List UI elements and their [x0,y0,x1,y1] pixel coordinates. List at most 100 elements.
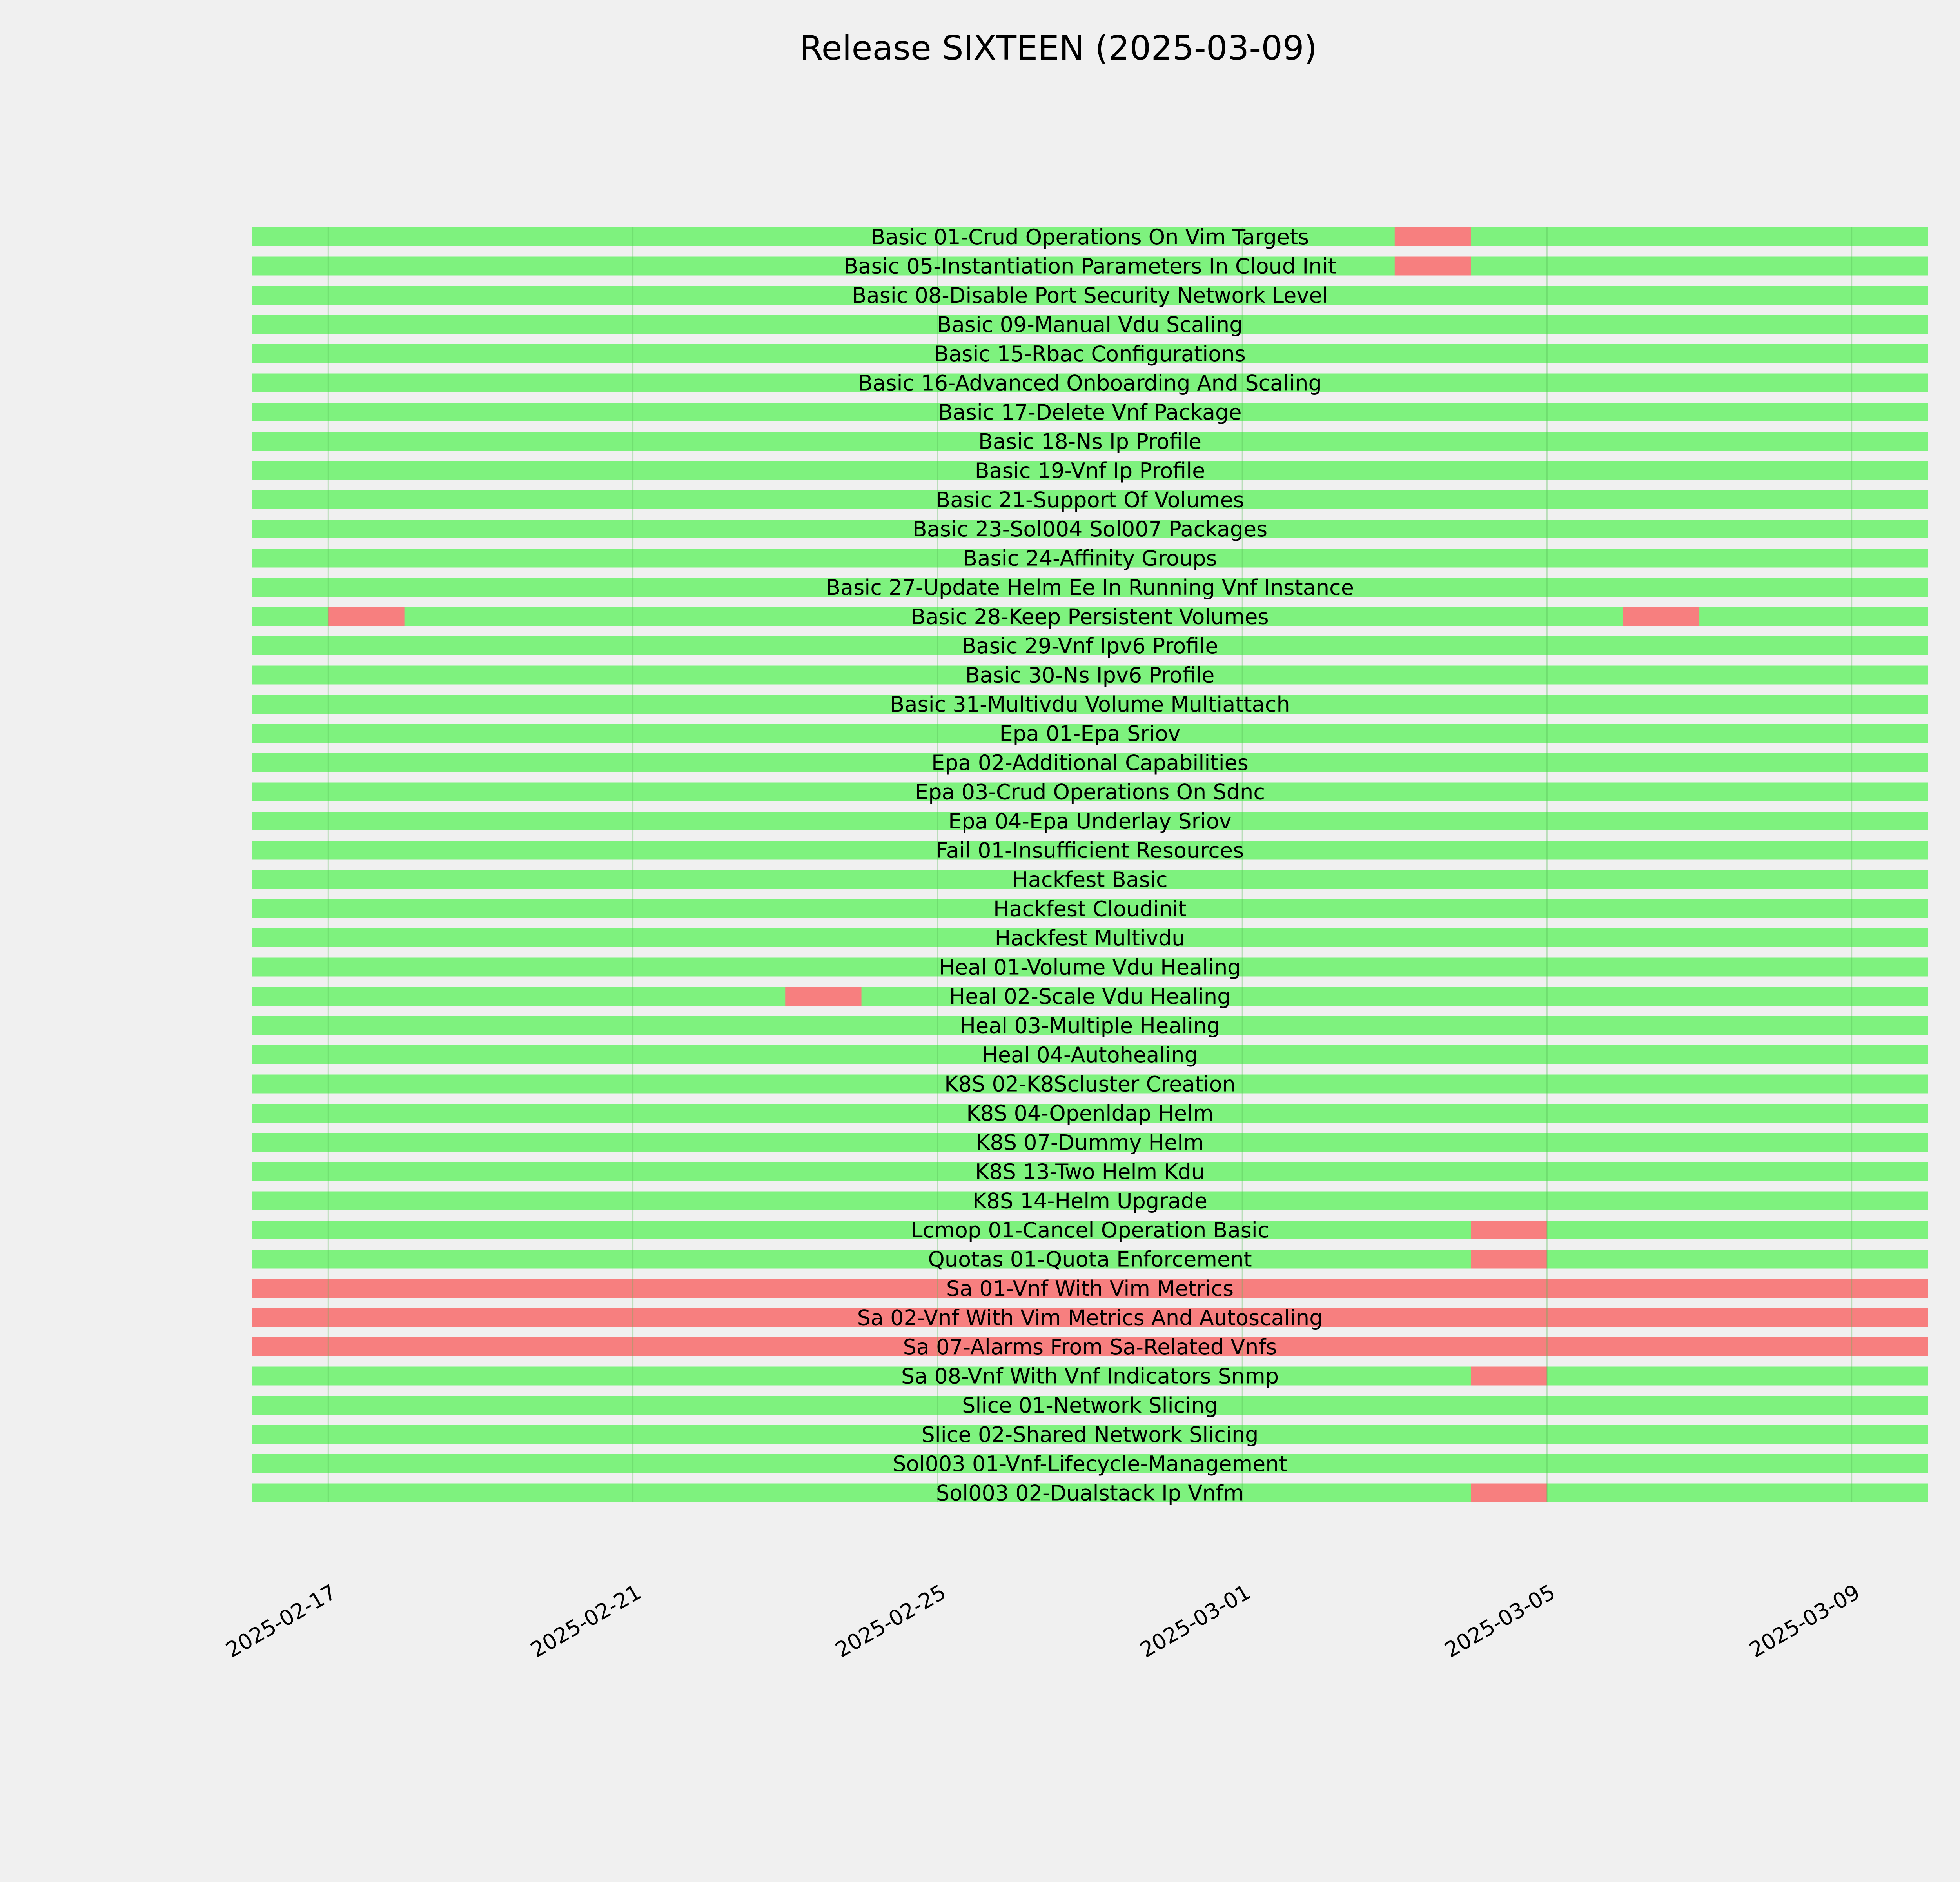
row-label: Basic 05-Instantiation Parameters In Clo… [844,254,1336,279]
row-bar [252,782,1928,801]
row-label: Sa 01-Vnf With Vim Metrics [946,1276,1234,1301]
row-bar [252,578,1928,597]
row-label: K8S 13-Two Helm Kdu [975,1159,1205,1184]
row-label: Epa 01-Epa Sriov [1000,721,1181,746]
row-bar [252,256,1928,276]
row-label: Basic 31-Multivdu Volume Multiattach [890,692,1290,717]
row-label: K8S 07-Dummy Helm [976,1130,1204,1155]
row-bar [252,315,1928,334]
row-bar [252,1425,1928,1444]
row-bar [252,520,1928,538]
row-bar [252,1396,1928,1415]
row-label: Basic 30-Ns Ipv6 Profile [965,663,1215,688]
row-label: Basic 27-Update Helm Ee In Running Vnf I… [826,575,1354,600]
row-bar [252,344,1928,363]
row-bar [252,1045,1928,1064]
row-label: Basic 18-Ns Ip Profile [978,429,1201,454]
row-bar [252,1337,1928,1356]
row-bar [252,753,1928,772]
row-bar [252,1279,1928,1298]
row-bar [252,1133,1928,1152]
fail-segment [1623,607,1700,626]
row-bar [252,490,1928,509]
fail-segment [1471,1366,1547,1386]
row-label: Heal 04-Autohealing [982,1043,1198,1067]
row-bar [252,1221,1928,1239]
row-label: Slice 02-Shared Network Slicing [922,1422,1259,1447]
fail-segment [1394,256,1471,276]
row-label: K8S 02-K8Scluster Creation [944,1072,1236,1097]
x-tick-label: 2025-03-05 [1441,1580,1559,1662]
row-bar [252,812,1928,830]
row-label: Hackfest Cloudinit [993,897,1187,921]
row-label: Sa 07-Alarms From Sa-Related Vnfs [903,1335,1277,1359]
row-label: Basic 17-Delete Vnf Package [938,400,1241,425]
row-label: Sol003 01-Vnf-Lifecycle-Management [893,1451,1287,1476]
row-bar [252,841,1928,860]
row-bar [252,899,1928,918]
x-tick-label: 2025-02-17 [222,1580,341,1662]
row-label: Basic 08-Disable Port Security Network L… [852,283,1328,308]
row-label: Basic 01-Crud Operations On Vim Targets [871,225,1309,249]
row-label: Basic 23-Sol004 Sol007 Packages [913,517,1267,541]
row-bar [252,987,1928,1006]
row-bar [252,1162,1928,1181]
row-label: Heal 01-Volume Vdu Healing [939,955,1241,980]
row-label: Basic 28-Keep Persistent Volumes [911,605,1269,629]
bars-layer [252,227,1928,1502]
row-label: Epa 02-Additional Capabilities [931,750,1249,775]
row-label: Heal 02-Scale Vdu Healing [949,984,1231,1009]
x-tick-label: 2025-02-25 [831,1580,950,1662]
row-label: Sa 08-Vnf With Vnf Indicators Snmp [901,1364,1279,1389]
fail-segment [1471,1250,1547,1269]
x-tick-label: 2025-03-09 [1745,1580,1864,1662]
row-label: Basic 29-Vnf Ipv6 Profile [962,634,1218,658]
row-bar [252,724,1928,743]
row-label: Basic 16-Advanced Onboarding And Scaling [858,371,1322,396]
row-bar [252,286,1928,305]
row-bar [252,928,1928,947]
row-bar [252,695,1928,714]
row-label: Slice 01-Network Slicing [962,1393,1218,1418]
row-labels-layer: Basic 01-Crud Operations On Vim Targets B… [826,225,1354,1506]
fail-segment [1471,1221,1547,1239]
grid-layer [327,227,1853,1502]
x-tick-label: 2025-03-01 [1136,1580,1254,1662]
row-bar [252,227,1928,246]
row-bar [252,1074,1928,1094]
row-bar [252,957,1928,977]
row-label: K8S 04-Openldap Helm [966,1101,1213,1126]
row-bar [252,461,1928,480]
x-tick-label: 2025-02-21 [526,1580,645,1662]
row-bar [252,665,1928,685]
fail-segment [328,607,405,626]
row-label: Sa 02-Vnf With Vim Metrics And Autoscali… [857,1306,1323,1330]
x-ticks-layer: 2025-02-17 2025-02-21 2025-02-25 2025-03-01… [222,1580,1864,1662]
fail-segment [1394,227,1471,246]
row-bar [252,549,1928,568]
row-label: K8S 14-Helm Upgrade [973,1189,1207,1213]
row-label: Basic 21-Support Of Volumes [936,488,1244,512]
row-label: Basic 19-Vnf Ip Profile [975,458,1205,483]
row-bar [252,636,1928,655]
row-bar [252,1191,1928,1210]
row-bar [252,432,1928,451]
fail-segment [785,987,862,1006]
row-bar [252,1308,1928,1327]
row-label: Basic 15-Rbac Configurations [934,342,1245,366]
row-bar [252,403,1928,421]
row-label: Sol003 02-Dualstack Ip Vnfm [936,1481,1244,1506]
chart-title: Release SIXTEEN (2025-03-09) [800,29,1318,68]
row-bar [252,1454,1928,1473]
row-bar [252,870,1928,889]
row-label: Basic 24-Affinity Groups [963,546,1217,571]
row-bar [252,1483,1928,1502]
row-bar [252,1250,1928,1269]
row-bar [252,1016,1928,1035]
row-label: Fail 01-Insufficient Resources [936,838,1244,863]
row-bar [252,1366,1928,1386]
row-label: Heal 03-Multiple Healing [960,1014,1220,1038]
row-label: Epa 04-Epa Underlay Sriov [948,809,1232,834]
row-label: Quotas 01-Quota Enforcement [928,1247,1252,1272]
